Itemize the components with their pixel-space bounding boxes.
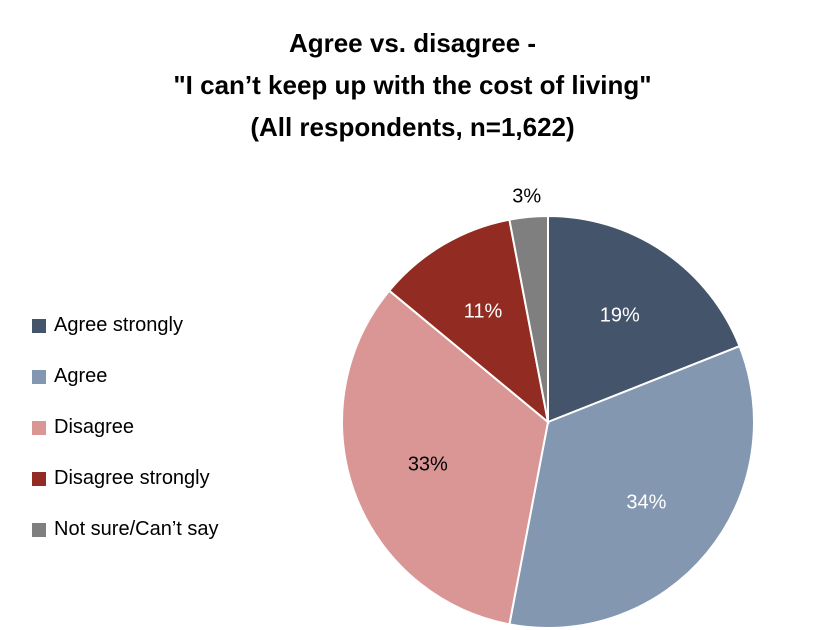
pie-slice-agree xyxy=(508,344,755,629)
legend-item-disagree-strongly: Disagree strongly xyxy=(32,453,219,504)
data-label-disagree: 33% xyxy=(408,454,448,476)
data-label-agree-strongly: 19% xyxy=(600,305,640,327)
data-label-agree: 34% xyxy=(626,492,666,514)
legend-label: Disagree xyxy=(54,416,135,438)
legend: Agree strongly Agree Disagree Disagree s… xyxy=(32,300,219,555)
legend-swatch xyxy=(32,522,46,537)
chart-title-line-1: Agree vs. disagree - xyxy=(288,28,537,58)
legend-swatch xyxy=(32,420,46,435)
legend-item-agree: Agree xyxy=(32,351,219,402)
chart-title: Agree vs. disagree - "I can’t keep up wi… xyxy=(0,22,825,148)
legend-swatch xyxy=(32,318,46,333)
pie-slice-agree-strongly xyxy=(547,214,741,424)
pie-slice-not-sure xyxy=(508,214,549,423)
legend-item-disagree: Disagree xyxy=(32,402,219,453)
legend-swatch xyxy=(32,471,46,486)
legend-label: Agree strongly xyxy=(54,314,183,336)
legend-item-not-sure: Not sure/Can’t say xyxy=(32,504,219,555)
legend-label: Agree xyxy=(54,365,108,387)
legend-item-agree-strongly: Agree strongly xyxy=(32,300,219,351)
legend-label: Not sure/Can’t say xyxy=(54,518,219,540)
legend-swatch xyxy=(32,369,46,384)
chart-title-line-2: "I can’t keep up with the cost of living… xyxy=(173,70,652,100)
legend-label: Disagree strongly xyxy=(54,467,210,489)
data-label-not-sure: 3% xyxy=(512,185,541,207)
chart-title-line-3: (All respondents, n=1,622) xyxy=(250,112,575,142)
pie-slice-disagree-strongly xyxy=(387,218,550,425)
data-label-disagree-strongly: 11% xyxy=(464,300,503,322)
pie-slice-disagree xyxy=(341,289,550,626)
